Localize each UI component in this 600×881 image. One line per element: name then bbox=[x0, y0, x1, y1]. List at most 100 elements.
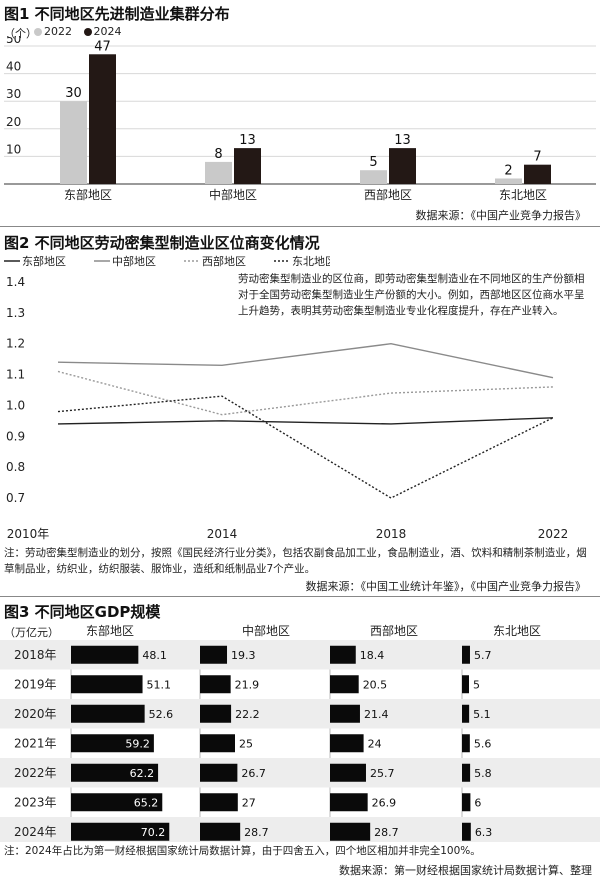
y-tick-label: 40 bbox=[6, 60, 21, 74]
fig2-note: 注：劳动密集型制造业的划分，按照《国民经济行业分类》，包括农副食品加工业，食品制… bbox=[4, 547, 587, 575]
column-header: 东部地区 bbox=[86, 623, 134, 638]
bar-value-label: 47 bbox=[94, 39, 111, 54]
bar-2024 bbox=[234, 148, 261, 184]
bar-2022 bbox=[495, 178, 522, 184]
y-tick-label: 20 bbox=[6, 115, 21, 129]
row-label: 2018年 bbox=[14, 648, 57, 662]
bar-中部地区 bbox=[200, 704, 232, 723]
column-header: 东北地区 bbox=[493, 624, 541, 638]
bar-value-label: 62.2 bbox=[130, 767, 155, 780]
legend-label: 西部地区 bbox=[202, 254, 246, 268]
bar-value-label: 51.1 bbox=[147, 678, 172, 691]
x-tick-label: 东部地区 bbox=[64, 187, 112, 202]
legend-2022-swatch bbox=[34, 28, 42, 36]
bar-value-label: 28.7 bbox=[244, 826, 269, 839]
y-tick-label: 1.1 bbox=[6, 368, 25, 382]
bar-中部地区 bbox=[200, 763, 238, 782]
bar-东部地区 bbox=[71, 645, 139, 664]
row-label: 2024年 bbox=[14, 825, 57, 839]
bar-value-label: 25.7 bbox=[370, 767, 395, 780]
row-label: 2022年 bbox=[14, 766, 57, 780]
x-tick-label: 2010年 bbox=[7, 527, 50, 541]
bar-东部地区 bbox=[71, 704, 145, 723]
bar-2024 bbox=[389, 148, 416, 184]
bar-value-label: 13 bbox=[394, 133, 411, 148]
bar-中部地区 bbox=[200, 675, 231, 694]
legend-label: 中部地区 bbox=[112, 254, 156, 268]
divider bbox=[0, 226, 600, 227]
bar-东北地区 bbox=[462, 675, 469, 694]
fig3-chart: 东部地区 中部地区 西部地区 东北地区 2018年 48.1 19.3 18.4 5.7 2019… bbox=[0, 623, 600, 842]
x-tick-label: 2018 bbox=[376, 527, 407, 541]
fig2-annotation: 劳动密集型制造业的区位商，即劳动密集型制造业在不同地区的生产份额相对于全国劳动密… bbox=[238, 271, 588, 319]
bar-value-label: 6.3 bbox=[475, 826, 493, 839]
fig3-note: 注：2024年占比为第一财经根据国家统计局数据计算，由于四舍五入，四个地区相加并… bbox=[4, 845, 481, 857]
series-line-西部地区 bbox=[57, 370, 554, 416]
fig1-title: 图1 不同地区先进制造业集群分布 bbox=[4, 5, 230, 23]
bar-东部地区 bbox=[71, 675, 143, 694]
y-tick-label: 1.0 bbox=[6, 398, 25, 412]
bar-2022 bbox=[205, 161, 232, 184]
bar-value-label: 5 bbox=[369, 155, 377, 170]
bar-西部地区 bbox=[330, 675, 359, 694]
bar-value-label: 27 bbox=[242, 796, 256, 809]
bar-中部地区 bbox=[200, 734, 235, 753]
y-tick-label: 0.8 bbox=[6, 460, 25, 474]
bar-2024 bbox=[89, 54, 116, 184]
row-label: 2021年 bbox=[14, 736, 57, 750]
series-line-东部地区 bbox=[57, 417, 554, 425]
bar-value-label: 2 bbox=[504, 163, 512, 178]
bar-东北地区 bbox=[462, 822, 471, 841]
fig2-source: 数据来源：《中国工业统计年鉴》，《中国产业竞争力报告》 bbox=[305, 580, 587, 593]
fig2-legend: 东部地区 中部地区 西部地区 东北地区 bbox=[4, 254, 330, 268]
bar-value-label: 26.9 bbox=[372, 796, 397, 809]
y-tick-label: 10 bbox=[6, 142, 21, 156]
x-tick-label: 东北地区 bbox=[499, 188, 547, 202]
bar-东部地区 bbox=[71, 822, 170, 841]
fig3-source: 数据来源：第一财经根据国家统计局数据计算、整理 bbox=[339, 864, 592, 877]
bar-value-label: 5.8 bbox=[474, 767, 492, 780]
legend-2024-label: 2024 bbox=[93, 25, 122, 38]
bar-value-label: 52.6 bbox=[149, 708, 174, 721]
y-tick-label: 0.9 bbox=[6, 429, 25, 443]
bar-value-label: 7 bbox=[533, 150, 541, 165]
bar-2022 bbox=[60, 101, 87, 184]
bar-value-label: 8 bbox=[214, 147, 222, 162]
legend-label: 东北地区 bbox=[292, 255, 330, 268]
bar-value-label: 70.2 bbox=[141, 826, 166, 839]
bar-value-label: 5.7 bbox=[474, 649, 492, 662]
bar-value-label: 30 bbox=[65, 86, 82, 101]
y-tick-label: 30 bbox=[6, 87, 21, 101]
bar-2022 bbox=[360, 170, 387, 184]
fig1-ylabel: （个） bbox=[4, 27, 37, 40]
bar-西部地区 bbox=[330, 822, 371, 841]
divider bbox=[0, 596, 600, 597]
bar-value-label: 21.4 bbox=[364, 708, 389, 721]
legend-label: 东部地区 bbox=[22, 254, 66, 268]
bar-中部地区 bbox=[200, 645, 228, 664]
bar-value-label: 5 bbox=[473, 678, 480, 691]
fig2-chart: 0.7 0.8 0.9 1.0 1.1 1.2 1.3 1.4 2010年 2014 2018 202… bbox=[6, 275, 569, 541]
bar-东部地区 bbox=[71, 793, 163, 812]
x-tick-label: 西部地区 bbox=[364, 187, 412, 202]
bar-value-label: 65.2 bbox=[134, 796, 159, 809]
row-label: 2019年 bbox=[14, 677, 57, 691]
bar-value-label: 24 bbox=[368, 737, 382, 750]
bar-中部地区 bbox=[200, 793, 238, 812]
bar-西部地区 bbox=[330, 763, 366, 782]
fig2-title: 图2 不同地区劳动密集型制造业区位商变化情况 bbox=[4, 234, 320, 252]
fig1-source: 数据来源：《中国产业竞争力报告》 bbox=[415, 209, 587, 222]
fig1-legend: 2022 2024 bbox=[34, 25, 122, 38]
bar-value-label: 5.1 bbox=[473, 708, 491, 721]
column-header: 中部地区 bbox=[242, 623, 290, 638]
row-label: 2023年 bbox=[14, 795, 57, 809]
bar-value-label: 19.3 bbox=[231, 649, 256, 662]
column-header: 西部地区 bbox=[370, 623, 418, 638]
fig1-chart: 10 20 30 40 50 30 47 东部地区 8 13 中部地区 5 13 西部地区 2 7 东北地区 bbox=[4, 36, 596, 202]
x-tick-label: 2022 bbox=[538, 527, 569, 541]
bar-value-label: 18.4 bbox=[360, 649, 385, 662]
bar-东北地区 bbox=[462, 734, 470, 753]
bar-value-label: 22.2 bbox=[235, 708, 260, 721]
bar-西部地区 bbox=[330, 704, 360, 723]
legend-2022-label: 2022 bbox=[44, 25, 72, 38]
